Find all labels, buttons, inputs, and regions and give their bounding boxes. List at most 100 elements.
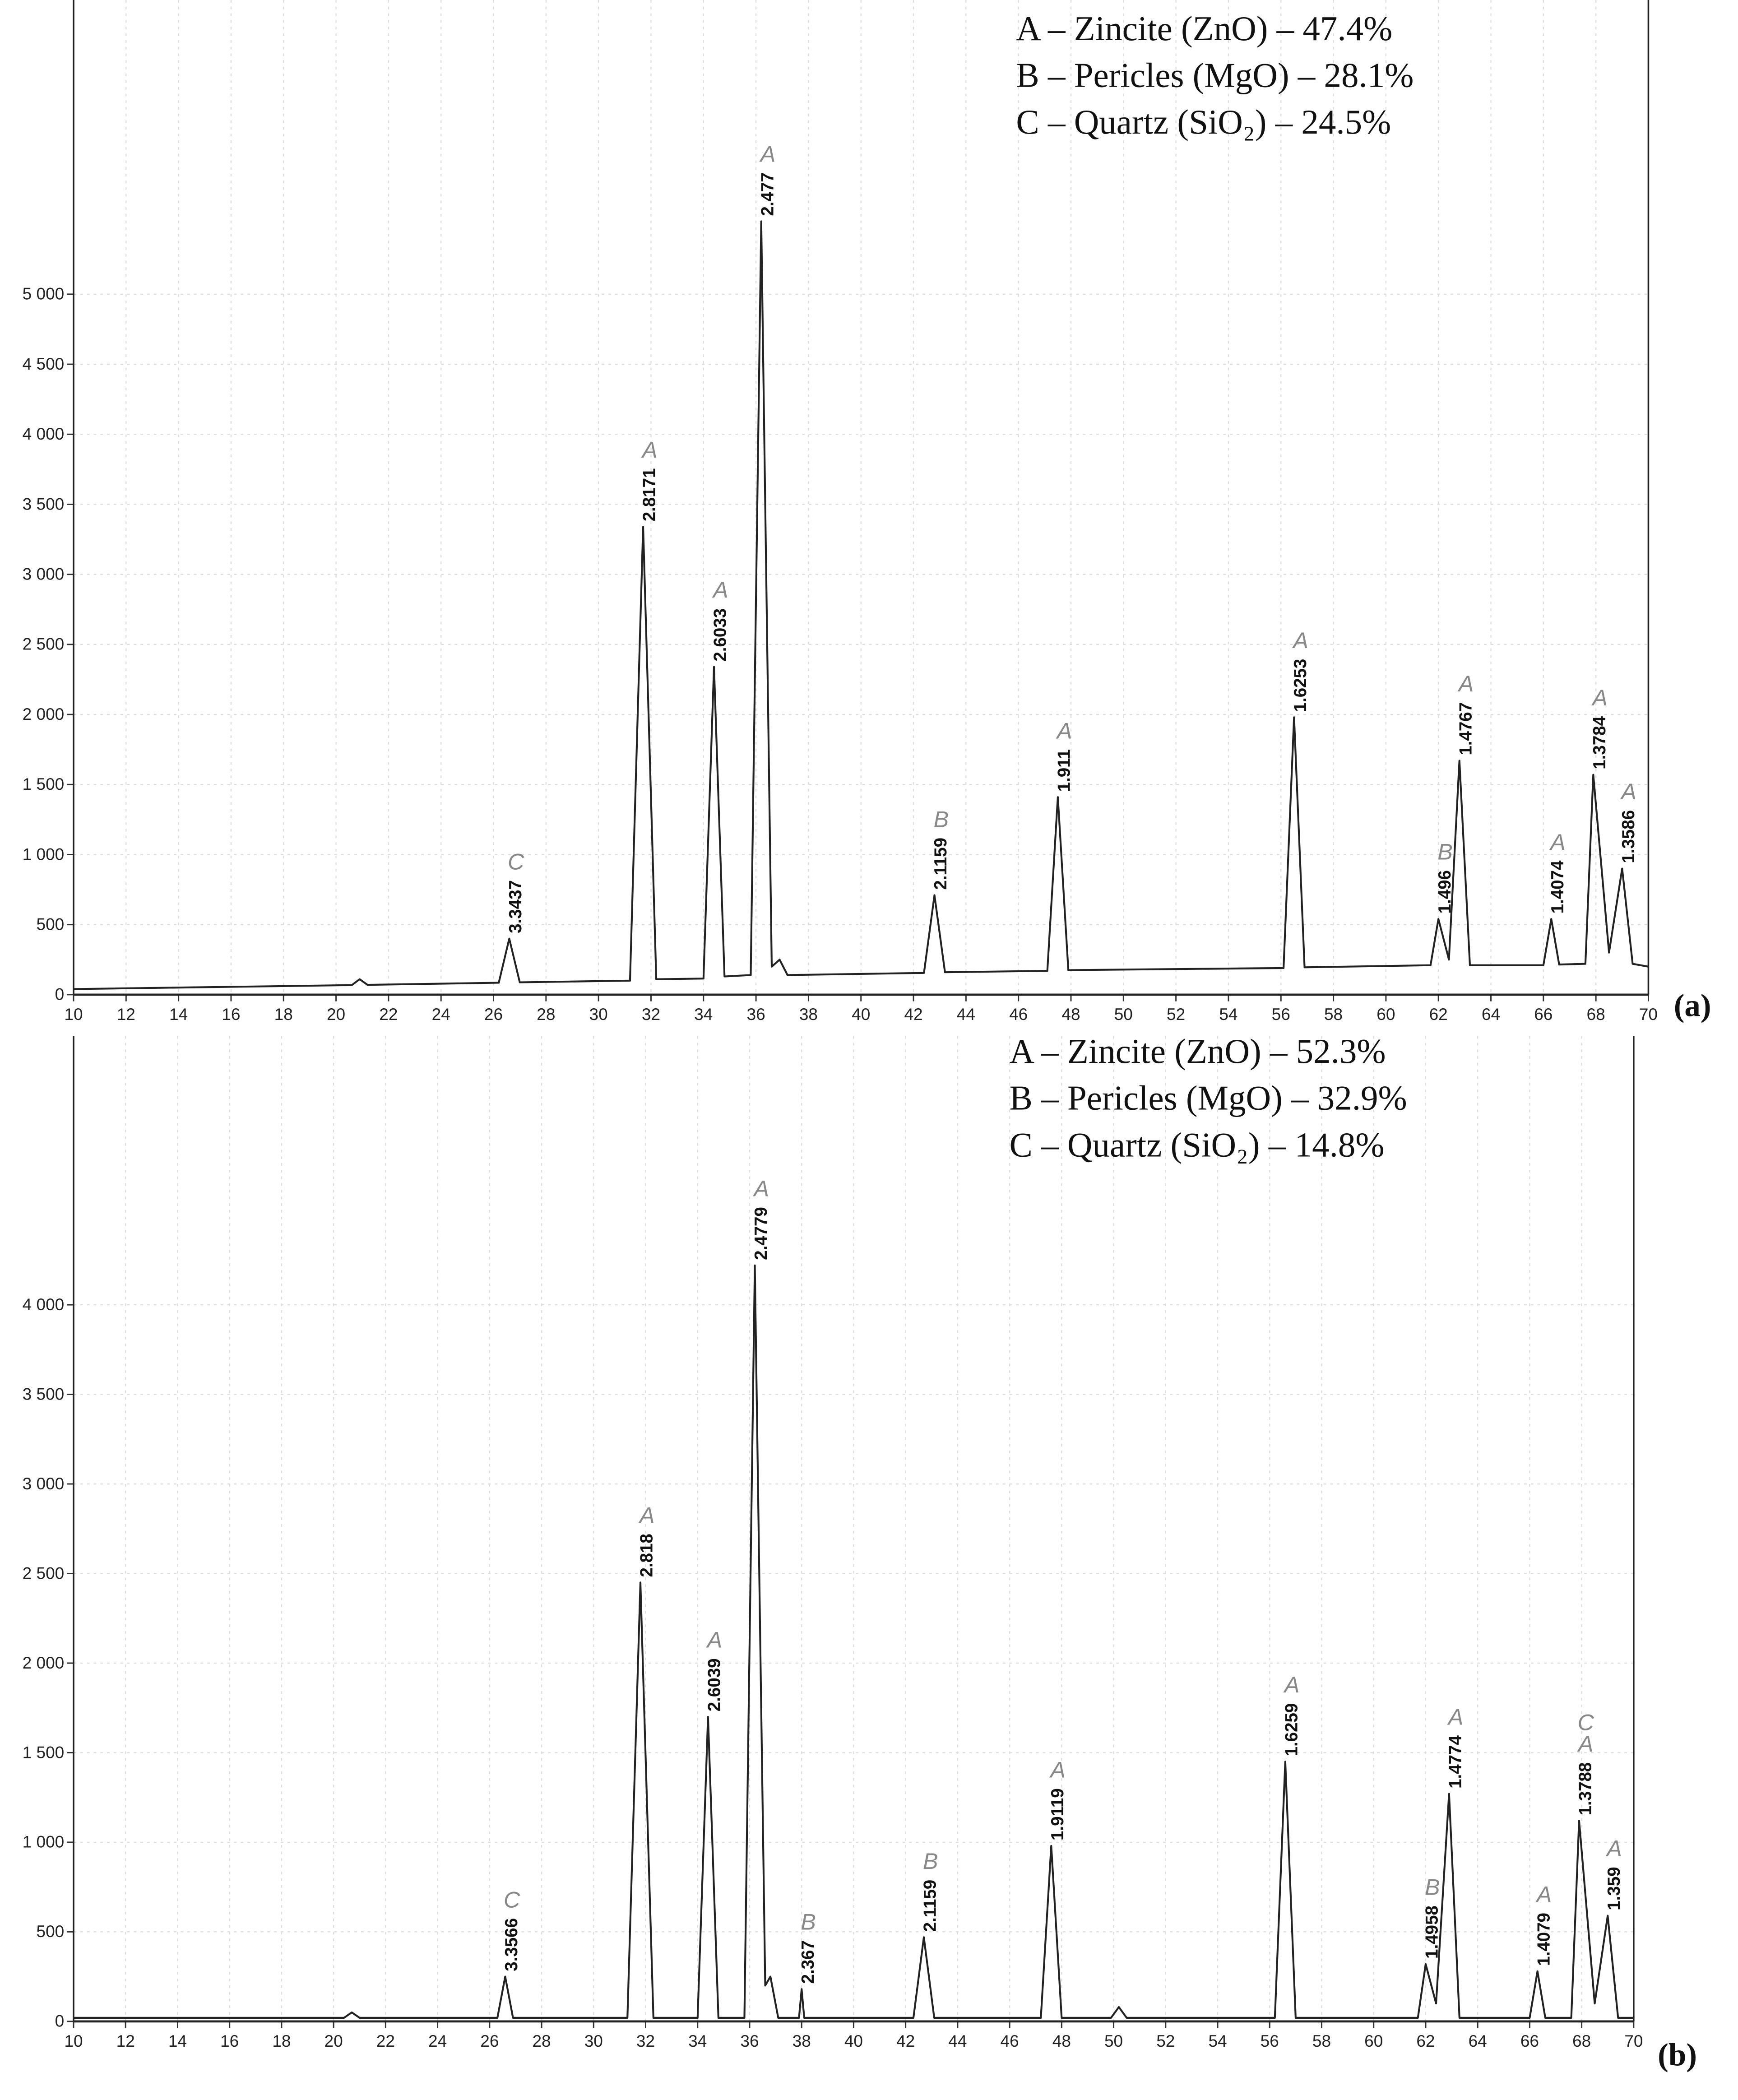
- y-tick-label: 2 000: [23, 705, 65, 723]
- peak-d-label: 2.6039: [704, 1658, 724, 1711]
- x-tick-label: 12: [116, 2031, 135, 2050]
- y-tick-label: 4 500: [23, 354, 65, 373]
- x-tick-label: 16: [220, 2031, 239, 2050]
- peak-d-label: 3.3566: [502, 1918, 521, 1971]
- y-tick-label: 0: [55, 985, 65, 1004]
- phase-annotation: C – Quartz (SiO₂) – 14.8%: [1010, 1125, 1385, 1164]
- y-tick-label: 2 000: [23, 1653, 65, 1672]
- y-tick-label: 3 500: [23, 1384, 65, 1403]
- peak-d-label: 2.477: [758, 172, 777, 216]
- x-tick-label: 30: [584, 2031, 603, 2050]
- peak-phase: A: [753, 1175, 769, 1201]
- peak-phase: A: [1577, 1731, 1594, 1757]
- x-tick-label: 36: [747, 1005, 765, 1024]
- peak-d-label: 2.367: [798, 1940, 818, 1984]
- y-tick-label: 3 000: [23, 1474, 65, 1493]
- peak-phase: C: [508, 848, 524, 874]
- x-tick-label: 42: [904, 1005, 922, 1024]
- x-tick-label: 40: [844, 2031, 863, 2050]
- y-tick-label: 4 000: [23, 1295, 65, 1314]
- peak-d-label: 1.3788: [1576, 1762, 1595, 1816]
- x-tick-label: 20: [327, 1005, 345, 1024]
- x-tick-label: 46: [1001, 2031, 1019, 2050]
- peak-d-label: 2.6033: [711, 608, 730, 662]
- x-tick-label: 10: [64, 2031, 83, 2050]
- peak-phase: A: [712, 577, 728, 603]
- peak-phase: B: [923, 1848, 938, 1874]
- x-tick-label: 34: [694, 1005, 713, 1024]
- peak-d-label: 1.4958: [1423, 1905, 1442, 1959]
- x-tick-label: 38: [793, 2031, 811, 2050]
- peak-d-label: 1.496: [1435, 870, 1455, 913]
- x-tick-label: 40: [852, 1005, 870, 1024]
- phase-annotation: A – Zincite (ZnO) – 52.3%: [1010, 1032, 1386, 1071]
- peak-phase: B: [1437, 839, 1453, 864]
- peak-phase: A: [1447, 1704, 1464, 1729]
- y-tick-label: 4 000: [23, 424, 65, 443]
- phase-annotation: A – Zincite (ZnO) – 47.4%: [1016, 9, 1392, 48]
- x-tick-label: 70: [1624, 2031, 1643, 2050]
- x-tick-label: 52: [1167, 1005, 1185, 1024]
- peak-d-label: 2.8171: [640, 468, 659, 522]
- x-tick-label: 56: [1261, 2031, 1279, 2050]
- peak-phase: B: [934, 806, 949, 832]
- peak-phase: A: [1591, 685, 1608, 710]
- x-tick-label: 68: [1572, 2031, 1591, 2050]
- peak-phase: C: [504, 1887, 520, 1912]
- peak-phase: A: [638, 1502, 655, 1528]
- peak-phase: A: [1056, 718, 1072, 743]
- chart: 0 500 1 000 1 500 2 000 2 500 3 000 3 500 4 000 4…: [23, 0, 1711, 1024]
- peak-d-label: 1.9119: [1048, 1788, 1067, 1840]
- peak-d-label: 1.3784: [1590, 716, 1609, 769]
- x-tick-label: 54: [1219, 1005, 1237, 1024]
- peak-phase: A: [1049, 1757, 1066, 1783]
- diffraction-line: [74, 1264, 1634, 2019]
- x-tick-label: 22: [379, 1005, 398, 1024]
- y-tick-label: 3 500: [23, 494, 65, 513]
- x-tick-label: 44: [957, 1005, 975, 1024]
- y-tick-label: 1 500: [23, 774, 65, 793]
- peak-d-label: 2.818: [637, 1534, 657, 1577]
- peak-d-label: 2.1159: [931, 838, 950, 890]
- x-tick-label: 24: [432, 1005, 450, 1024]
- y-tick-label: 5 000: [23, 284, 65, 303]
- peak-d-label: 1.4074: [1548, 860, 1567, 913]
- panel-label: (b): [1658, 2038, 1697, 2073]
- x-tick-label: 28: [532, 2031, 551, 2050]
- y-tick-label: 500: [36, 915, 64, 934]
- x-tick-label: 18: [274, 1005, 293, 1024]
- peak-phase: A: [1535, 1881, 1552, 1907]
- x-tick-label: 24: [428, 2031, 447, 2050]
- x-tick-label: 14: [169, 1005, 188, 1024]
- phase-annotation: B – Pericles (MgO) – 28.1%: [1016, 56, 1414, 95]
- x-tick-label: 32: [636, 2031, 655, 2050]
- x-tick-label: 26: [480, 2031, 499, 2050]
- peak-phase: B: [801, 1909, 816, 1934]
- x-tick-label: 60: [1376, 1005, 1395, 1024]
- y-tick-label: 1 500: [23, 1743, 65, 1762]
- x-tick-label: 44: [948, 2031, 967, 2050]
- chart: 0 500 1 000 1 500 2 000 2 500 3 000 3 500 4 000 1…: [23, 1032, 1697, 2073]
- x-tick-label: 42: [896, 2031, 915, 2050]
- x-tick-label: 50: [1114, 1005, 1133, 1024]
- x-tick-label: 48: [1052, 2031, 1071, 2050]
- x-tick-label: 66: [1534, 1005, 1553, 1024]
- x-tick-label: 22: [376, 2031, 395, 2050]
- x-tick-label: 56: [1272, 1005, 1290, 1024]
- peak-phase: C: [1578, 1710, 1594, 1735]
- peak-d-label: 1.911: [1055, 749, 1074, 792]
- phase-annotation: B – Pericles (MgO) – 32.9%: [1010, 1079, 1407, 1117]
- phase-annotation: C – Quartz (SiO₂) – 24.5%: [1016, 102, 1391, 141]
- peak-d-label: 1.6253: [1291, 659, 1310, 712]
- diffraction-line: [73, 220, 1649, 990]
- peak-phase: A: [1620, 779, 1636, 804]
- peak-phase: A: [1283, 1672, 1300, 1697]
- x-tick-label: 30: [589, 1005, 608, 1024]
- x-tick-label: 60: [1364, 2031, 1383, 2050]
- x-tick-label: 64: [1482, 1005, 1500, 1024]
- x-tick-label: 28: [537, 1005, 555, 1024]
- peak-d-label: 2.1159: [921, 1880, 940, 1932]
- x-tick-label: 12: [117, 1005, 135, 1024]
- peak-phase: A: [1605, 1836, 1622, 1861]
- x-tick-label: 64: [1469, 2031, 1487, 2050]
